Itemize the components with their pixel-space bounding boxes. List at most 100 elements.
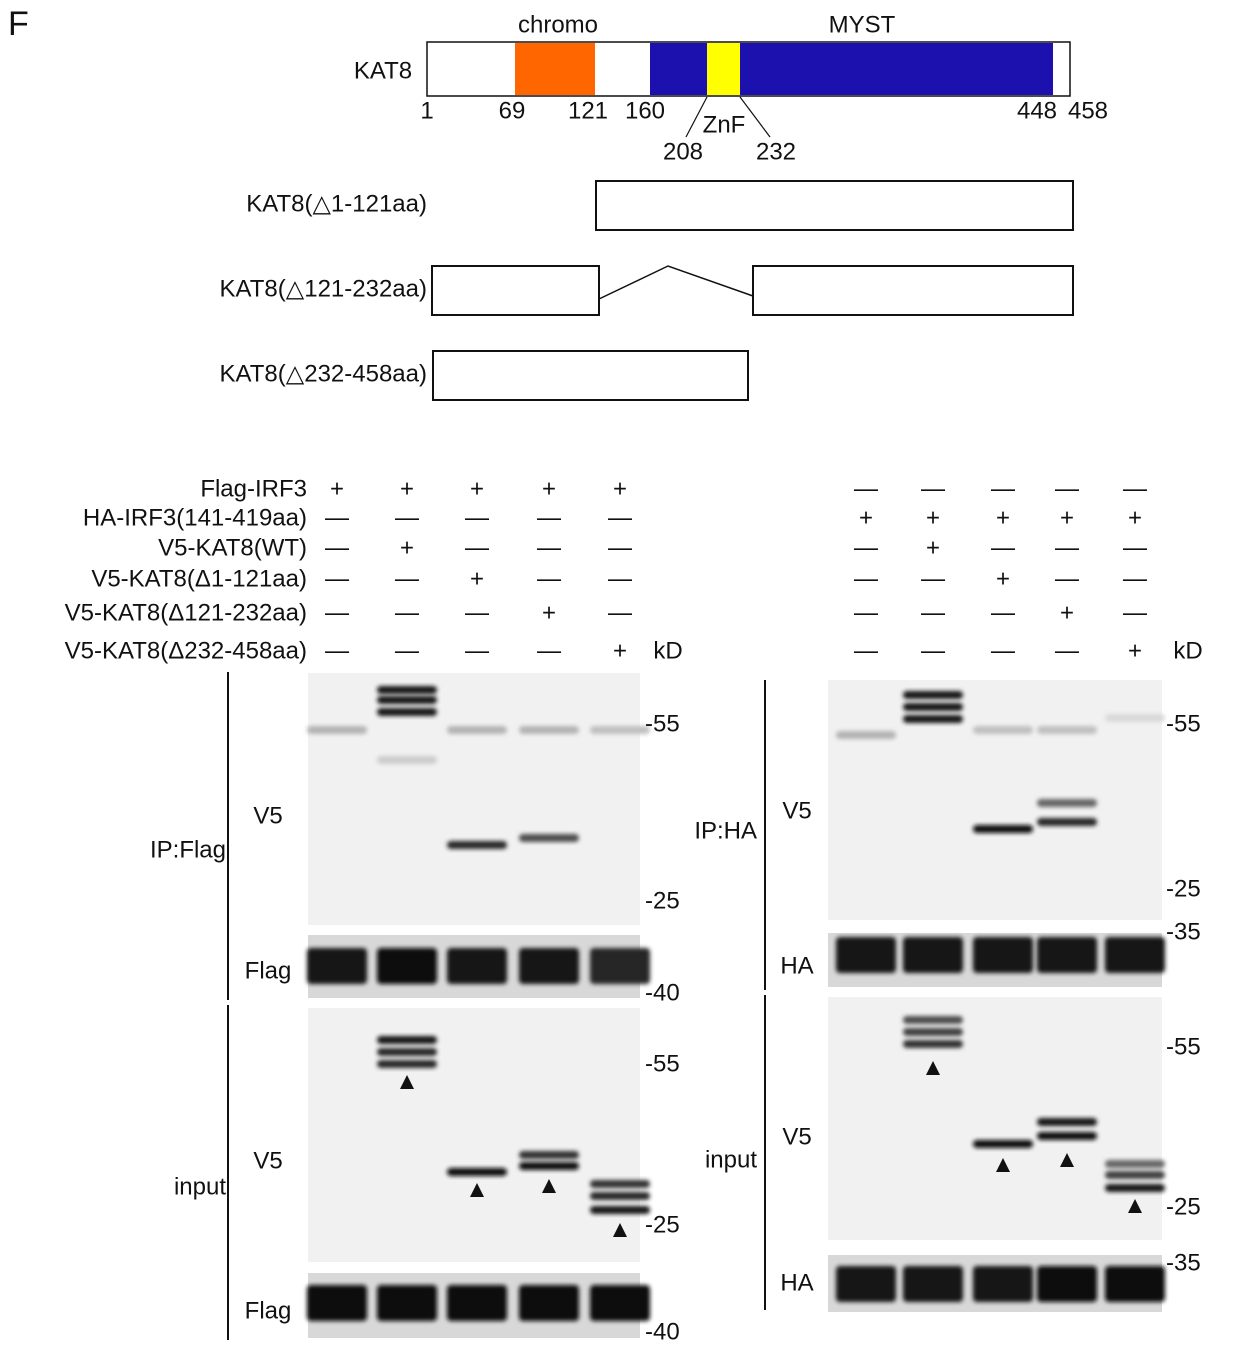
condition-sign: — <box>991 534 1015 561</box>
band <box>1037 818 1097 826</box>
condition-sign: + <box>470 475 484 502</box>
arrowhead <box>470 1183 484 1197</box>
condition-sign: — <box>325 637 349 664</box>
condition-sign: — <box>395 504 419 531</box>
condition-label: Flag-IRF3 <box>200 475 307 502</box>
band <box>519 726 579 734</box>
position-label: 121 <box>568 97 608 124</box>
condition-sign: — <box>395 637 419 664</box>
band <box>519 1162 579 1170</box>
condition-sign: + <box>859 504 873 531</box>
band <box>590 948 650 984</box>
condition-sign: — <box>325 565 349 592</box>
condition-sign: + <box>613 475 627 502</box>
condition-sign: — <box>1123 475 1147 502</box>
band <box>1105 937 1165 973</box>
antibody-label: HA <box>780 1269 813 1296</box>
band <box>447 726 507 734</box>
band <box>377 1285 437 1321</box>
marker-label: -55 <box>1166 710 1201 737</box>
marker-label: -25 <box>1166 1193 1201 1220</box>
position-label: 1 <box>420 97 433 124</box>
band <box>1105 1171 1165 1179</box>
arrowhead <box>613 1223 627 1237</box>
condition-sign: + <box>1128 504 1142 531</box>
unit-label: kD <box>653 637 682 664</box>
condition-sign: — <box>1055 475 1079 502</box>
condition-sign: + <box>613 637 627 664</box>
condition-sign: — <box>991 637 1015 664</box>
marker-label: -40 <box>645 1318 680 1345</box>
antibody-label: Flag <box>245 1297 292 1324</box>
antibody-label: V5 <box>253 802 282 829</box>
section-label: IP:Flag <box>150 836 226 863</box>
position-label: 448 <box>1017 97 1057 124</box>
condition-sign: — <box>854 534 878 561</box>
band <box>1105 1160 1165 1168</box>
construct-bar <box>431 265 600 316</box>
antibody-label: V5 <box>782 797 811 824</box>
marker-label: -25 <box>645 887 680 914</box>
condition-sign: — <box>921 475 945 502</box>
condition-sign: — <box>1123 565 1147 592</box>
band <box>590 1285 650 1321</box>
band <box>377 708 437 716</box>
condition-sign: — <box>395 599 419 626</box>
domain-label: MYST <box>829 11 896 38</box>
section-label: IP:HA <box>694 817 757 844</box>
band <box>973 1140 1033 1148</box>
band <box>973 1266 1033 1302</box>
band <box>447 1285 507 1321</box>
antibody-label: HA <box>780 952 813 979</box>
band <box>903 1028 963 1036</box>
position-label: 69 <box>499 97 526 124</box>
band <box>590 726 650 734</box>
band <box>973 825 1033 833</box>
band <box>1037 726 1097 734</box>
condition-sign: — <box>921 565 945 592</box>
arrowhead <box>542 1179 556 1193</box>
blot-image <box>308 673 640 925</box>
band <box>377 756 437 764</box>
band <box>836 731 896 739</box>
section-label: input <box>705 1146 757 1173</box>
antibody-label: Flag <box>245 957 292 984</box>
marker-label: -35 <box>1166 918 1201 945</box>
condition-sign: — <box>991 599 1015 626</box>
unit-label: kD <box>1173 637 1202 664</box>
condition-sign: + <box>470 565 484 592</box>
arrowhead <box>996 1158 1010 1172</box>
antibody-label: V5 <box>782 1123 811 1150</box>
condition-sign: + <box>542 475 556 502</box>
band <box>590 1192 650 1200</box>
position-label: 160 <box>625 97 665 124</box>
band <box>377 686 437 694</box>
condition-sign: — <box>991 475 1015 502</box>
condition-sign: — <box>537 637 561 664</box>
condition-sign: — <box>1055 565 1079 592</box>
condition-sign: — <box>325 599 349 626</box>
condition-sign: + <box>926 504 940 531</box>
condition-sign: + <box>330 475 344 502</box>
band <box>903 937 963 973</box>
band <box>447 1168 507 1176</box>
condition-sign: — <box>465 637 489 664</box>
condition-sign: — <box>537 534 561 561</box>
construct-label: KAT8(△1-121aa) <box>246 190 427 217</box>
marker-label: -55 <box>1166 1033 1201 1060</box>
band <box>377 1048 437 1056</box>
band <box>519 834 579 842</box>
domain <box>515 43 595 95</box>
marker-label: -55 <box>645 1050 680 1077</box>
position-label: 458 <box>1068 97 1108 124</box>
section-label: input <box>174 1173 226 1200</box>
condition-sign: — <box>608 504 632 531</box>
condition-label: V5-KAT8(Δ232-458aa) <box>65 637 307 664</box>
arrowhead <box>1128 1199 1142 1213</box>
marker-label: -55 <box>645 710 680 737</box>
band <box>377 948 437 984</box>
construct-bar <box>752 265 1074 316</box>
construct-bar <box>595 180 1074 231</box>
band <box>1037 1132 1097 1140</box>
